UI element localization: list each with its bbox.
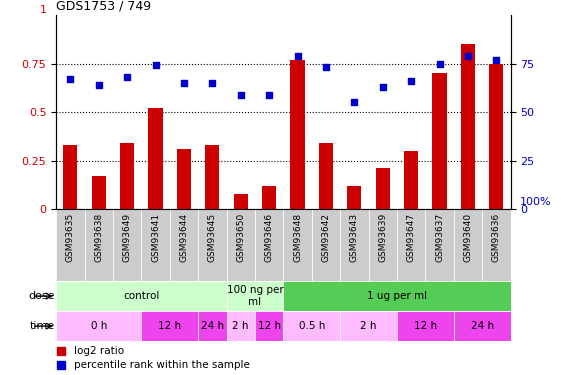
Bar — [177, 149, 191, 209]
Text: 0 h: 0 h — [90, 321, 107, 331]
Text: GSM93643: GSM93643 — [350, 213, 359, 262]
Text: 12 h: 12 h — [257, 321, 280, 331]
Text: GSM93648: GSM93648 — [293, 213, 302, 262]
Bar — [205, 145, 219, 209]
Point — [321, 64, 330, 70]
Point — [293, 53, 302, 59]
Text: GSM93635: GSM93635 — [66, 213, 75, 262]
Text: 100 ng per
ml: 100 ng per ml — [227, 285, 283, 307]
Point — [208, 80, 217, 86]
FancyBboxPatch shape — [113, 209, 141, 281]
Text: GDS1753 / 749: GDS1753 / 749 — [56, 0, 151, 12]
Bar — [233, 194, 248, 209]
Point — [180, 80, 188, 86]
FancyBboxPatch shape — [340, 311, 397, 341]
Point — [407, 78, 416, 84]
Text: percentile rank within the sample: percentile rank within the sample — [74, 360, 250, 370]
Point — [265, 92, 274, 98]
Bar — [262, 186, 276, 209]
Point — [123, 74, 132, 80]
Text: GSM93640: GSM93640 — [463, 213, 472, 262]
Text: 0.5 h: 0.5 h — [298, 321, 325, 331]
Bar — [489, 63, 503, 209]
Point — [492, 57, 501, 63]
Text: 12 h: 12 h — [414, 321, 437, 331]
Bar — [149, 108, 163, 209]
Point — [94, 82, 103, 88]
Text: GSM93649: GSM93649 — [123, 213, 132, 262]
Point — [151, 63, 160, 69]
Bar — [120, 143, 134, 209]
Text: 100%: 100% — [519, 197, 551, 207]
FancyBboxPatch shape — [141, 311, 198, 341]
FancyBboxPatch shape — [255, 311, 283, 341]
Text: GSM93647: GSM93647 — [407, 213, 416, 262]
FancyBboxPatch shape — [397, 311, 454, 341]
FancyBboxPatch shape — [227, 209, 255, 281]
FancyBboxPatch shape — [454, 311, 511, 341]
FancyBboxPatch shape — [255, 209, 283, 281]
FancyBboxPatch shape — [369, 209, 397, 281]
Bar — [433, 73, 447, 209]
Bar — [404, 151, 418, 209]
Point — [378, 84, 387, 90]
Point — [435, 60, 444, 66]
Point — [66, 76, 75, 82]
FancyBboxPatch shape — [169, 209, 198, 281]
Text: GSM93642: GSM93642 — [321, 213, 330, 262]
Text: GSM93646: GSM93646 — [265, 213, 274, 262]
FancyBboxPatch shape — [283, 311, 340, 341]
Point — [463, 53, 472, 59]
Bar — [347, 186, 361, 209]
FancyBboxPatch shape — [425, 209, 454, 281]
Text: GSM93638: GSM93638 — [94, 213, 103, 262]
FancyBboxPatch shape — [312, 209, 340, 281]
FancyBboxPatch shape — [141, 209, 169, 281]
Text: GSM93645: GSM93645 — [208, 213, 217, 262]
Bar — [461, 44, 475, 209]
FancyBboxPatch shape — [227, 311, 255, 341]
FancyBboxPatch shape — [56, 209, 85, 281]
FancyBboxPatch shape — [56, 281, 227, 311]
FancyBboxPatch shape — [85, 209, 113, 281]
FancyBboxPatch shape — [397, 209, 425, 281]
FancyBboxPatch shape — [198, 311, 227, 341]
FancyBboxPatch shape — [283, 209, 312, 281]
Text: time: time — [29, 321, 54, 331]
Text: GSM93639: GSM93639 — [378, 213, 387, 262]
FancyBboxPatch shape — [340, 209, 369, 281]
Text: 24 h: 24 h — [471, 321, 494, 331]
Text: GSM93637: GSM93637 — [435, 213, 444, 262]
FancyBboxPatch shape — [454, 209, 482, 281]
Bar — [376, 168, 390, 209]
Bar — [63, 145, 77, 209]
Bar — [319, 143, 333, 209]
FancyBboxPatch shape — [56, 311, 141, 341]
Point — [350, 99, 359, 105]
Bar — [291, 60, 305, 209]
Point — [236, 92, 245, 98]
Text: GSM93641: GSM93641 — [151, 213, 160, 262]
Text: GSM93650: GSM93650 — [236, 213, 245, 262]
Text: 24 h: 24 h — [201, 321, 224, 331]
Text: 2 h: 2 h — [360, 321, 377, 331]
Text: GSM93644: GSM93644 — [180, 213, 188, 262]
Text: 12 h: 12 h — [158, 321, 181, 331]
Text: GSM93636: GSM93636 — [492, 213, 501, 262]
Text: 1 ug per ml: 1 ug per ml — [367, 291, 427, 301]
Text: control: control — [123, 291, 159, 301]
Text: dose: dose — [28, 291, 54, 301]
FancyBboxPatch shape — [198, 209, 227, 281]
Bar — [91, 176, 106, 209]
FancyBboxPatch shape — [482, 209, 511, 281]
FancyBboxPatch shape — [283, 281, 511, 311]
Text: 2 h: 2 h — [232, 321, 249, 331]
FancyBboxPatch shape — [227, 281, 283, 311]
Text: log2 ratio: log2 ratio — [74, 346, 125, 356]
Text: 1: 1 — [40, 5, 47, 15]
